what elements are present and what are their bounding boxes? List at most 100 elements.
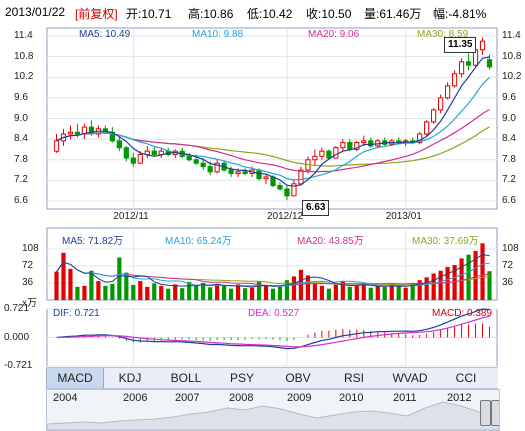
price-tick-label: 7.2 [502, 174, 516, 186]
date-tick-label: 2012/12 [266, 211, 304, 222]
volume-bar [459, 258, 464, 300]
timeline-navigator[interactable]: 2004 2006 2007 2008 2009 2010 2011 2012 [46, 389, 500, 431]
candle-body [242, 171, 248, 174]
price-tick-label: 6.6 [14, 195, 28, 206]
volume-bar [298, 269, 304, 300]
volume-bar [54, 271, 59, 300]
volume-tick-label: x万 [22, 298, 37, 309]
volume-bar [68, 268, 73, 300]
volume-bar [173, 284, 178, 300]
timeline-year-label: 2004 [53, 392, 78, 404]
volume-bar [138, 281, 143, 300]
timeline-year-label: 2010 [339, 392, 364, 404]
vol-ma20-legend: MA20: 43.85万 [297, 236, 364, 247]
volume-bar [319, 285, 324, 300]
range-end-handle[interactable] [491, 400, 499, 426]
volume-bar [152, 283, 157, 300]
volume-bar [410, 283, 415, 300]
tab-kdj[interactable]: KDJ [118, 371, 142, 385]
candle-body [151, 150, 157, 156]
price-tick-label: 9.6 [502, 91, 516, 103]
dea-legend: DEA: 0.527 [248, 308, 300, 319]
volume-bar [382, 286, 387, 300]
min-price-label: 6.63 [302, 200, 330, 216]
price-tick-label: 10.8 [502, 50, 522, 62]
candle-body [200, 162, 206, 168]
tab-psy[interactable]: PSY [229, 371, 254, 385]
candle-body [347, 142, 353, 150]
candle-body [67, 131, 74, 135]
volume-tick-label: 108 [502, 243, 519, 254]
volume-bar [215, 283, 220, 300]
candle-body [458, 61, 465, 75]
tab-cci[interactable]: CCI [455, 371, 477, 385]
tab-macd[interactable]: MACD [46, 368, 104, 388]
high-price: 高:10.86 [188, 7, 234, 21]
candle-body [361, 140, 367, 144]
volume-bar [326, 288, 331, 300]
candle-body [319, 150, 325, 157]
candle-body [368, 140, 374, 147]
price-tick-label: 7.8 [14, 153, 28, 165]
volume-bar [312, 283, 317, 300]
volume-bar [256, 281, 262, 300]
dif-legend: DIF: 0.721 [53, 308, 100, 319]
macd-tick-label: -0.721 [4, 360, 33, 371]
volume-tick-label: 36 [22, 277, 34, 288]
timeline-year-label: 2007 [175, 392, 200, 404]
volume-bar [389, 284, 394, 300]
volume-bar [110, 283, 115, 300]
volume-bar [61, 252, 66, 300]
range-start-handle[interactable] [480, 400, 491, 426]
price-tick-label: 7.2 [14, 174, 28, 186]
volume-bar [201, 283, 206, 300]
candle-body [486, 59, 493, 68]
volume-ma20-line [56, 261, 490, 287]
volume-bar [235, 284, 241, 300]
candle-body [431, 109, 437, 123]
volume-bar [340, 281, 345, 300]
volume-ma5-line [56, 253, 490, 288]
macd-tick-label: 0.000 [4, 331, 30, 343]
volume-bar [145, 286, 150, 300]
tab-obv[interactable]: OBV [285, 371, 311, 385]
volume-bar [187, 282, 192, 300]
close-price: 收:10.50 [306, 7, 352, 21]
max-price-label: 11.35 [444, 37, 477, 53]
volume-bar [131, 284, 136, 300]
volume-tick-label: 72 [502, 260, 514, 271]
tab-rsi[interactable]: RSI [343, 371, 364, 385]
adjust-mode-link[interactable]: [前复权] [75, 7, 118, 21]
volume-bar [445, 266, 450, 300]
volume-bar [473, 250, 478, 300]
price-tick-label: 9.6 [14, 91, 28, 103]
volume-bar [305, 275, 311, 300]
volume-bar [417, 280, 422, 300]
volume-bar [396, 285, 401, 300]
date-tick-label: 2013/01 [385, 211, 422, 222]
timeline-year-label: 2009 [287, 392, 312, 404]
open-price: 开:10.71 [126, 7, 172, 21]
price-tick-label: 10.8 [14, 50, 34, 62]
candle-body [354, 142, 360, 150]
chart-canvas[interactable] [0, 24, 525, 389]
volume-bar [452, 265, 457, 300]
candle-body [207, 166, 213, 173]
volume-bar [438, 270, 443, 300]
volume-bar [249, 287, 255, 300]
tab-boll[interactable]: BOLL [170, 371, 202, 385]
ma30-legend: MA30: 8.59 [417, 29, 469, 40]
candle-body [116, 140, 122, 149]
volume-bar [284, 280, 290, 300]
price-tick-label: 11.4 [14, 30, 33, 41]
volume-bar [487, 271, 492, 300]
tab-wvad[interactable]: WVAD [392, 371, 428, 385]
volume-bar [222, 285, 227, 300]
ma5-legend: MA5: 10.49 [79, 29, 131, 40]
candle-body [424, 121, 430, 135]
price-tick-label: 10.2 [14, 71, 34, 83]
indicator-tabs: MACD KDJ BOLL PSY OBV RSI WVAD CCI [46, 367, 498, 389]
candle-body [277, 185, 283, 190]
volume-tick-label: 72 [22, 260, 34, 271]
